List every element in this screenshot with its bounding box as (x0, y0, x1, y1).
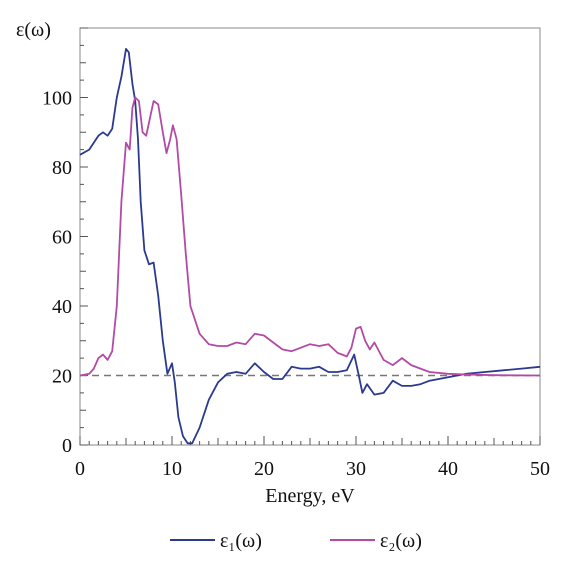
y-tick-label: 80 (52, 157, 72, 179)
series-line-e1 (79, 48, 541, 445)
y-tick-label: 20 (52, 366, 72, 388)
x-tick-label: 10 (162, 458, 182, 480)
x-tick-label: 40 (438, 458, 458, 480)
x-axis: 0 10 20 30 40 50 (75, 436, 550, 480)
series-layer (79, 48, 541, 445)
y-tick-label: 60 (52, 227, 72, 249)
y-axis: 0 20 40 60 80 100 (42, 27, 88, 457)
x-tick-label: 30 (346, 458, 366, 480)
legend: ε₁(ω) ε₂(ω) (170, 530, 422, 552)
plot-frame (79, 27, 541, 446)
legend-label-e2: ε₂(ω) (380, 530, 422, 552)
x-tick-label: 0 (75, 458, 85, 480)
series-line-e2 (79, 96, 541, 377)
y-tick-label: 100 (42, 88, 72, 110)
legend-label-e1: ε₁(ω) (220, 530, 262, 552)
x-tick-label: 20 (254, 458, 274, 480)
y-axis-title: ε(ω) (16, 19, 51, 41)
x-tick-label: 50 (530, 458, 550, 480)
y-tick-label: 0 (62, 435, 72, 457)
x-axis-title: Energy, eV (265, 485, 355, 507)
y-tick-label: 40 (52, 296, 72, 318)
